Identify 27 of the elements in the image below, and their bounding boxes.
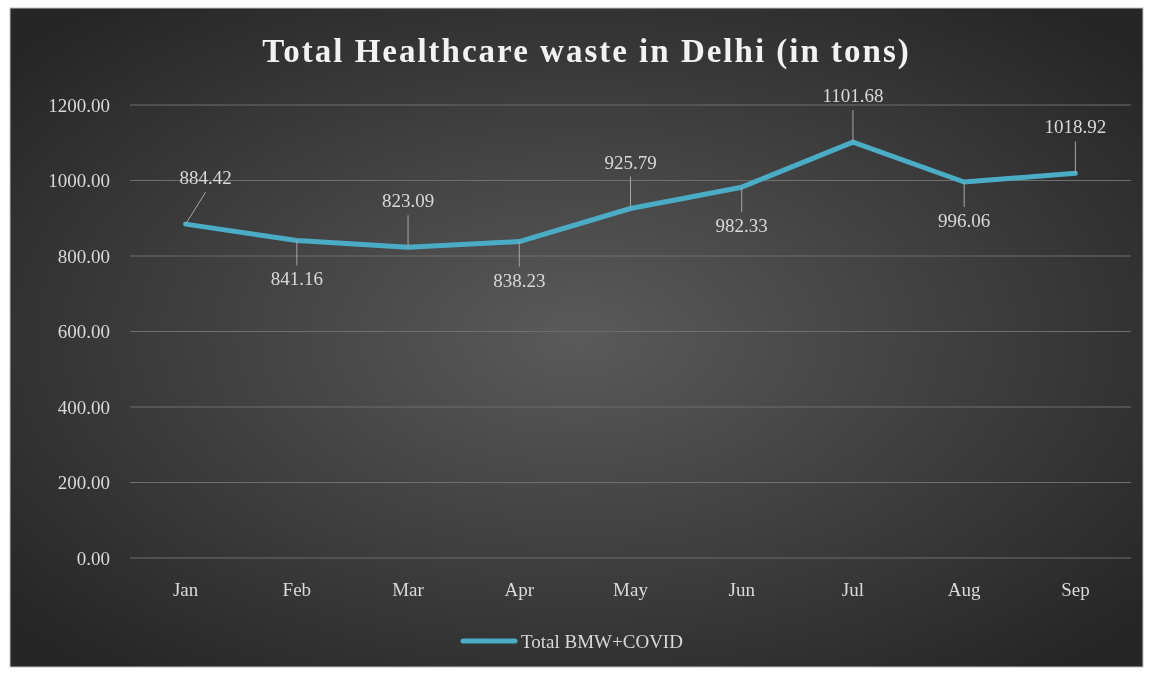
data-label: 1018.92 [1044,116,1107,138]
chart-title: Total Healthcare waste in Delhi (in tons) [262,33,911,70]
x-tick-label: Mar [392,579,425,600]
data-label: 1101.68 [822,85,884,107]
data-label: 996.06 [938,209,991,231]
y-tick-label: 800.00 [57,245,110,267]
data-label: 838.23 [493,269,546,291]
y-tick-label: 0.00 [76,547,110,569]
x-tick-label: Jun [728,579,756,600]
x-tick-label: May [613,579,649,600]
x-tick-label: Feb [282,579,312,600]
data-label: 884.42 [179,167,232,189]
x-tick-label: Apr [504,579,535,600]
legend-label: Total BMW+COVID [521,630,683,652]
y-tick-label: 1000.00 [48,170,110,192]
x-tick-label: Jan [172,579,199,600]
data-label: 982.33 [715,215,768,237]
x-tick-label: Sep [1061,579,1090,600]
y-tick-label: 200.00 [57,472,110,494]
data-label: 841.16 [270,268,323,290]
x-tick-label: Aug [947,579,982,600]
y-tick-label: 1200.00 [48,94,110,116]
y-tick-label: 600.00 [57,321,110,343]
data-label: 823.09 [381,190,435,212]
y-tick-label: 400.00 [57,396,110,418]
data-label: 925.79 [604,151,657,173]
x-tick-label: Jul [841,579,865,600]
